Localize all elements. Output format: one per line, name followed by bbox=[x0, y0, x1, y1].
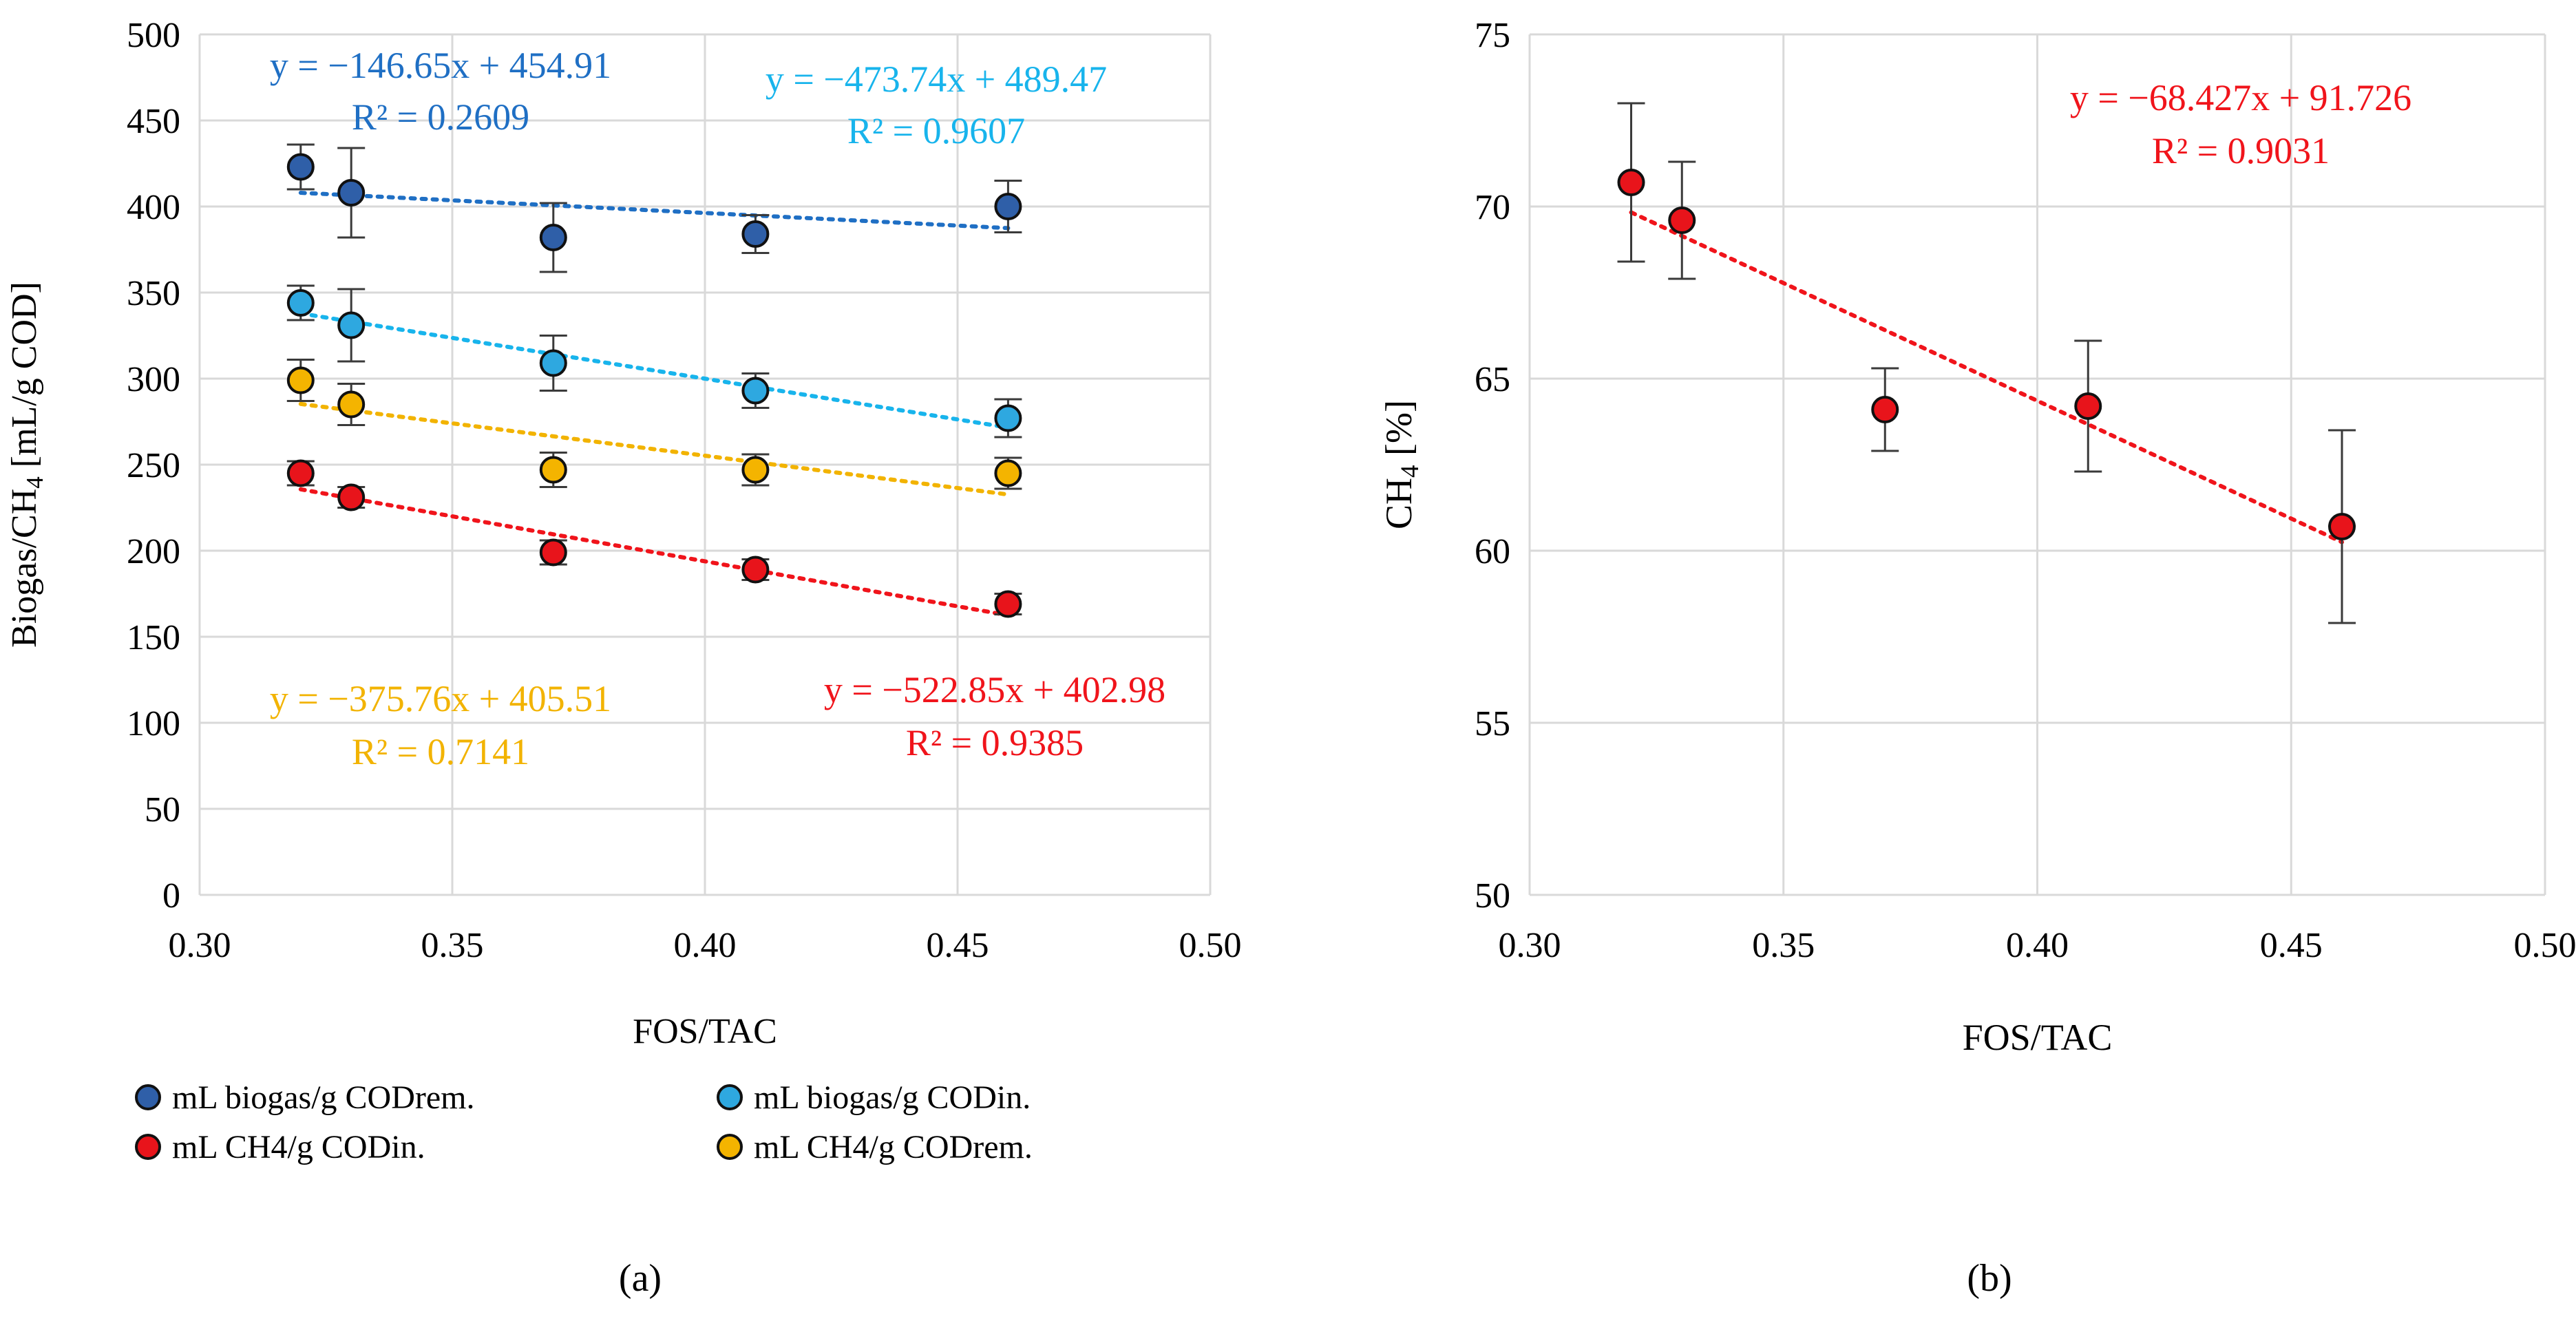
series-2 bbox=[286, 284, 1022, 438]
y-tick-label: 250 bbox=[127, 446, 180, 485]
x-tick-label: 0.35 bbox=[421, 926, 484, 965]
trend-equation: y = −375.76x + 405.51 bbox=[270, 678, 611, 719]
data-point bbox=[539, 456, 567, 484]
trend-equation: y = −522.85x + 402.98 bbox=[824, 669, 1165, 710]
y-axis-label: Biogas/CH4 [mL/g COD] bbox=[5, 282, 48, 648]
data-point bbox=[2074, 392, 2102, 420]
data-point bbox=[741, 377, 770, 405]
data-point bbox=[994, 404, 1022, 432]
data-point bbox=[337, 390, 366, 419]
x-axis-label: FOS/TAC bbox=[1963, 1017, 2113, 1058]
legend-marker bbox=[717, 1084, 743, 1110]
trend-equation: y = −146.65x + 454.91 bbox=[270, 45, 611, 86]
y-tick-label: 55 bbox=[1475, 704, 1510, 743]
y-axis-label: CH4 [%] bbox=[1378, 400, 1424, 529]
legend-label: mL biogas/g CODin. bbox=[754, 1079, 1031, 1116]
y-tick-label: 60 bbox=[1475, 532, 1510, 571]
legend-label: mL CH4/g CODin. bbox=[172, 1129, 425, 1165]
x-tick-label: 0.45 bbox=[927, 926, 989, 965]
data-point bbox=[741, 456, 770, 484]
y-tick-label: 400 bbox=[127, 188, 180, 227]
data-point bbox=[337, 311, 366, 339]
y-axis-label-main: CH bbox=[1378, 478, 1419, 529]
data-point bbox=[994, 590, 1022, 618]
series-4 bbox=[286, 359, 1022, 497]
y-tick-label: 350 bbox=[127, 274, 180, 313]
legend-marker bbox=[135, 1134, 161, 1160]
trendline bbox=[298, 191, 1011, 231]
data-point bbox=[1668, 207, 1696, 234]
data-point bbox=[994, 459, 1022, 487]
trendline bbox=[298, 311, 1011, 430]
data-point bbox=[286, 153, 315, 181]
data-point bbox=[286, 289, 315, 317]
trend-r-squared: R² = 0.9031 bbox=[2152, 130, 2330, 171]
panel-label: (a) bbox=[619, 1257, 662, 1300]
data-point bbox=[539, 224, 567, 251]
y-tick-label: 100 bbox=[127, 704, 180, 743]
y-axis-label-main: Biogas/CH bbox=[5, 489, 44, 648]
y-axis-label-subscript: 4 bbox=[21, 476, 48, 489]
trendline bbox=[1629, 210, 2344, 545]
data-point bbox=[539, 538, 567, 567]
series-1 bbox=[1617, 102, 2356, 624]
y-tick-label: 70 bbox=[1475, 188, 1510, 227]
x-tick-label: 0.40 bbox=[2006, 926, 2069, 965]
series-1 bbox=[286, 143, 1022, 273]
data-point bbox=[741, 220, 770, 248]
legend-label: mL CH4/g CODrem. bbox=[754, 1129, 1033, 1165]
chart-panel-b: 50 55 60 65 70 75 0.30 0.35 0.40 0.45 0.50 FOS/TAC C… bbox=[1378, 16, 2576, 1300]
y-axis-label-unit: [mL/g COD] bbox=[5, 282, 44, 476]
data-point bbox=[286, 459, 315, 487]
x-axis-label: FOS/TAC bbox=[633, 1012, 777, 1051]
data-point bbox=[1617, 169, 1645, 196]
data-point bbox=[2328, 513, 2356, 540]
y-tick-label: 200 bbox=[127, 532, 180, 571]
data-point bbox=[286, 366, 315, 394]
data-point bbox=[539, 349, 567, 377]
legend-label: mL biogas/g CODrem. bbox=[172, 1079, 475, 1116]
x-tick-label: 0.30 bbox=[169, 926, 231, 965]
trend-equation: y = −68.427x + 91.726 bbox=[2070, 77, 2411, 118]
gridlines bbox=[198, 33, 1212, 896]
x-tick-label: 0.30 bbox=[1499, 926, 1561, 965]
data-point bbox=[337, 179, 366, 207]
y-axis-label-unit: [%] bbox=[1378, 400, 1419, 465]
x-tick-label: 0.50 bbox=[2514, 926, 2576, 965]
trend-equation: y = −473.74x + 489.47 bbox=[766, 59, 1107, 100]
data-point bbox=[741, 556, 770, 584]
y-tick-label: 50 bbox=[145, 790, 180, 829]
y-axis-label-subscript: 4 bbox=[1396, 465, 1424, 478]
y-tick-label: 50 bbox=[1475, 876, 1510, 916]
y-tick-label: 450 bbox=[127, 102, 180, 141]
panel-label: (b) bbox=[1967, 1257, 2012, 1300]
x-tick-label: 0.35 bbox=[1752, 926, 1815, 965]
x-tick-label: 0.40 bbox=[674, 926, 737, 965]
x-tick-label: 0.50 bbox=[1179, 926, 1242, 965]
y-tick-label: 300 bbox=[127, 360, 180, 399]
series-3 bbox=[286, 459, 1022, 618]
x-tick-label: 0.45 bbox=[2260, 926, 2323, 965]
data-point bbox=[994, 193, 1022, 220]
gridlines bbox=[1528, 33, 2546, 896]
chart-panel-a: 0 50 100 150 200 250 300 350 400 450 500 0.30 0.35 0.… bbox=[5, 16, 1242, 1300]
y-tick-label: 150 bbox=[127, 618, 180, 657]
data-point bbox=[337, 483, 366, 511]
y-tick-label: 500 bbox=[127, 16, 180, 55]
trend-r-squared: R² = 0.9385 bbox=[906, 722, 1084, 763]
y-tick-label: 65 bbox=[1475, 360, 1510, 399]
legend-marker bbox=[717, 1134, 743, 1160]
trendline bbox=[298, 401, 1011, 497]
data-point bbox=[1871, 396, 1899, 423]
trend-r-squared: R² = 0.9607 bbox=[847, 110, 1025, 151]
y-tick-label: 0 bbox=[162, 876, 180, 916]
trend-r-squared: R² = 0.7141 bbox=[352, 731, 529, 772]
legend-marker bbox=[135, 1084, 161, 1110]
trendline bbox=[298, 487, 1011, 617]
legend: mL biogas/g CODrem. mL biogas/g CODin. mL … bbox=[135, 1079, 1033, 1165]
y-tick-label: 75 bbox=[1475, 16, 1510, 55]
trend-r-squared: R² = 0.2609 bbox=[352, 96, 529, 138]
